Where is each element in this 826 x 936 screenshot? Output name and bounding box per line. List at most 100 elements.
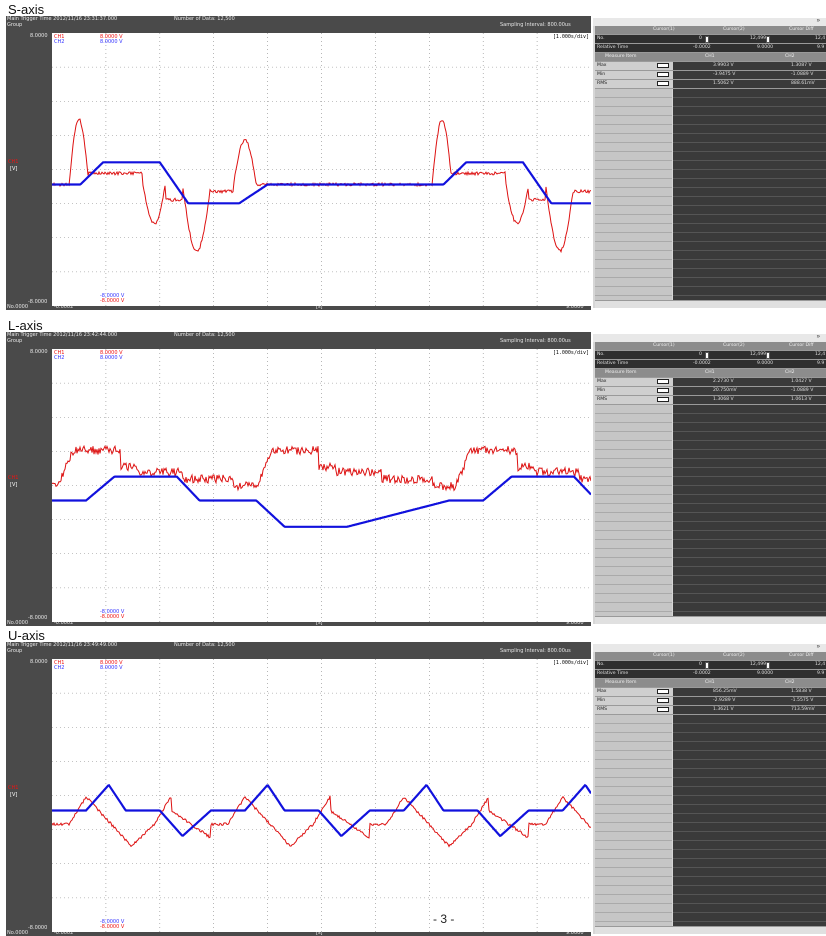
cursor2-no[interactable]: 12,499 [750, 36, 766, 41]
y-top-value: 8.0000 [30, 349, 48, 355]
row-divider [595, 494, 672, 495]
cursor2-no[interactable]: 12,499 [750, 662, 766, 667]
cursor2-no[interactable]: 12,499 [750, 352, 766, 357]
row-divider [673, 530, 826, 531]
row-divider [595, 268, 672, 269]
cursor-header-row: Cursor(1) Cursor(2) Cursor Diff [595, 652, 826, 661]
cursor2-header: Cursor(2) [723, 653, 745, 658]
close-icon[interactable]: » [817, 18, 820, 24]
row-divider [673, 160, 826, 161]
row-divider [673, 223, 826, 224]
cursor-diff-no: 12,4 [815, 352, 825, 357]
ch1-bottom-value: -8.0000 V [100, 924, 124, 930]
measure-row: Max 3.9903 V 1.3087 V [595, 62, 826, 71]
row-divider [673, 250, 826, 251]
ch1-bottom-value: -8.0000 V [100, 298, 124, 304]
cursor1-no[interactable]: 0 [699, 36, 702, 41]
measure-row: RMS 1.5062 V 888.61mV [595, 80, 826, 89]
plot-area[interactable]: CH1 CH2 8.0000 V 8.0000 V -8.0000 V -8.0… [52, 33, 591, 306]
row-divider [595, 142, 672, 143]
measure-row: RMS 1.3621 V 713.59mV [595, 706, 826, 715]
row-divider [595, 196, 672, 197]
cursor2-spinner[interactable] [766, 662, 770, 669]
measure-ch2-value: 1.3087 V [791, 63, 812, 68]
channel-marker[interactable]: CH1 [8, 159, 18, 165]
panel-scrollbar[interactable] [595, 300, 826, 308]
cursor2-time: 9.0000 [757, 361, 773, 366]
row-divider [595, 476, 672, 477]
measure-type-icon[interactable] [657, 81, 669, 86]
panel-title: S-axis [8, 2, 44, 17]
measure-type-icon[interactable] [657, 689, 669, 694]
measure-type-icon[interactable] [657, 707, 669, 712]
measure-ch2-value: 1.5838 V [791, 689, 812, 694]
measure-row: Min -2.9289 V -1.5575 V [595, 697, 826, 706]
number-of-data: Number of Data: 12,500 [174, 642, 235, 648]
row-divider [673, 557, 826, 558]
row-divider [673, 575, 826, 576]
row-divider [595, 214, 672, 215]
measure-item-label: Max [597, 63, 607, 68]
row-divider [673, 241, 826, 242]
cursor-header-row: Cursor(1) Cursor(2) Cursor Diff [595, 26, 826, 35]
panel-titlebar: » [593, 18, 826, 26]
row-divider [595, 458, 672, 459]
measure-type-icon[interactable] [657, 63, 669, 68]
panel-scrollbar[interactable] [595, 926, 826, 934]
measure-row: Min -3.9475 V -1.0889 V [595, 71, 826, 80]
waveform-view[interactable]: Main Trigger Time 2012/11/16 23:42:44.00… [6, 332, 591, 626]
row-divider [595, 124, 672, 125]
channel-marker[interactable]: CH1 [8, 785, 18, 791]
measure-type-icon[interactable] [657, 388, 669, 393]
measure-ch1-value: 1.3068 V [713, 397, 734, 402]
measure-type-icon[interactable] [657, 698, 669, 703]
row-divider [595, 903, 672, 904]
measure-type-icon[interactable] [657, 397, 669, 402]
cursor1-spinner[interactable] [705, 352, 709, 359]
ch1-col-header: CH1 [705, 54, 715, 59]
close-icon[interactable]: » [817, 644, 820, 650]
cursor-no-row: No. 0 12,499 12,4 [595, 351, 826, 360]
row-divider [673, 611, 826, 612]
row-divider [595, 431, 672, 432]
panel-scrollbar[interactable] [595, 616, 826, 624]
row-divider [595, 106, 672, 107]
measure-ch1-value: -3.9475 V [713, 72, 735, 77]
measure-header-row: Measure Item CH1 CH2 [595, 53, 826, 62]
cursor-diff-header: Cursor Diff [789, 653, 814, 658]
row-divider [673, 106, 826, 107]
ch2-top-value: 8.0000 V [100, 39, 123, 45]
side-left-column [595, 89, 672, 301]
cursor-no-row: No. 0 12,499 12,4 [595, 35, 826, 44]
row-divider [673, 232, 826, 233]
cursor2-spinner[interactable] [766, 352, 770, 359]
row-divider [595, 467, 672, 468]
group-label: Group [7, 22, 22, 28]
cursor1-no[interactable]: 0 [699, 662, 702, 667]
cursor-table: Cursor(1) Cursor(2) Cursor Diff No. 0 12… [595, 342, 826, 405]
row-divider [595, 250, 672, 251]
measure-type-icon[interactable] [657, 379, 669, 384]
waveform-view[interactable]: Main Trigger Time 2012/11/16 23:31:37.00… [6, 16, 591, 310]
measure-type-icon[interactable] [657, 72, 669, 77]
relative-time-label: Relative Time [597, 671, 628, 676]
ch1-bottom-value: -8.0000 V [100, 614, 124, 620]
cursor1-spinner[interactable] [705, 662, 709, 669]
row-divider [595, 160, 672, 161]
cursor2-time: 9.0000 [757, 45, 773, 50]
cursor2-spinner[interactable] [766, 36, 770, 43]
row-divider [673, 903, 826, 904]
row-divider [595, 777, 672, 778]
row-divider [673, 858, 826, 859]
plot-area[interactable]: CH1 CH2 8.0000 V 8.0000 V -8.0000 V -8.0… [52, 659, 591, 932]
row-divider [595, 804, 672, 805]
channel-marker[interactable]: CH1 [8, 475, 18, 481]
plot-area[interactable]: CH1 CH2 8.0000 V 8.0000 V -8.0000 V -8.0… [52, 349, 591, 622]
row-divider [673, 741, 826, 742]
cursor1-no[interactable]: 0 [699, 352, 702, 357]
measure-header-row: Measure Item CH1 CH2 [595, 679, 826, 688]
close-icon[interactable]: » [817, 334, 820, 340]
row-divider [595, 723, 672, 724]
waveform-view[interactable]: Main Trigger Time 2012/11/16 23:49:49.00… [6, 642, 591, 936]
cursor1-spinner[interactable] [705, 36, 709, 43]
